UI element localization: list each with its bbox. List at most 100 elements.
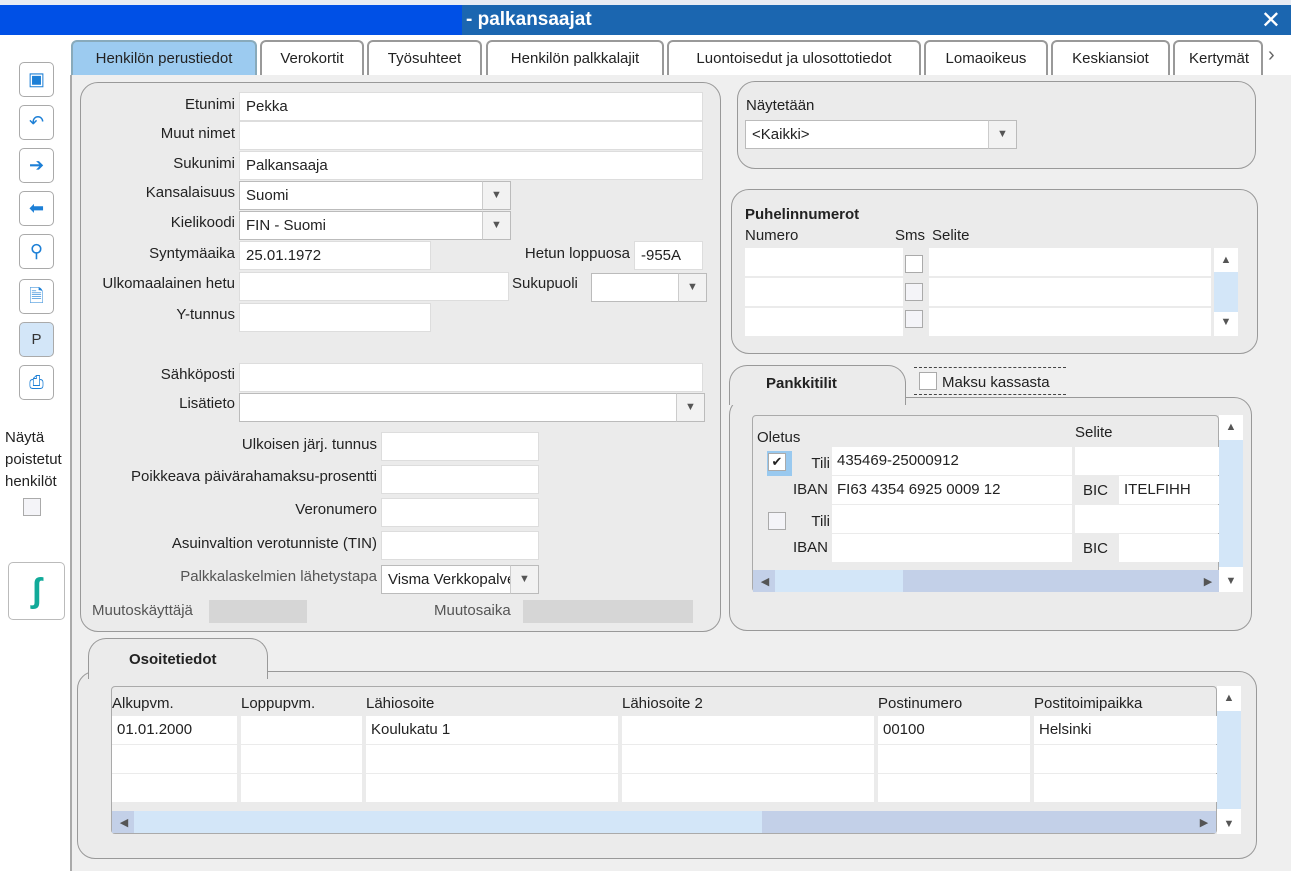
address-cell[interactable] [112, 774, 237, 802]
phone-number-cell[interactable] [745, 308, 903, 336]
tab-tyosuhteet[interactable]: Työsuhteet [367, 40, 482, 75]
address-cell[interactable] [622, 745, 874, 773]
tin-input[interactable] [381, 531, 539, 560]
sms-checkbox[interactable] [905, 255, 923, 273]
default-checkbox[interactable]: ✔ [768, 453, 786, 471]
chevron-down-icon[interactable]: ▼ [676, 393, 705, 422]
tab-verokortit[interactable]: Verokortit [260, 40, 364, 75]
address-cell[interactable] [622, 774, 874, 802]
new-document-icon[interactable]: 🗎 [19, 279, 54, 314]
scroll-up-icon[interactable]: ▲ [1225, 421, 1237, 433]
save-icon[interactable]: ▣ [19, 62, 54, 97]
scroll-down-icon[interactable]: ▼ [1225, 575, 1237, 587]
address-cell[interactable] [878, 774, 1030, 802]
scroll-right-icon[interactable]: ▶ [1203, 576, 1213, 588]
ulkoinen-tunnus-input[interactable] [381, 432, 539, 461]
chevron-right-icon[interactable]: › [1268, 44, 1275, 66]
scroll-down-icon[interactable]: ▼ [1220, 316, 1232, 328]
maksu-kassasta-checkbox[interactable] [919, 372, 937, 390]
tab-kertymat[interactable]: Kertymät [1173, 40, 1263, 75]
address-cell[interactable] [241, 745, 362, 773]
address-cell[interactable]: 01.01.2000 [112, 716, 237, 744]
sahkoposti-input[interactable] [239, 363, 703, 392]
chevron-down-icon[interactable]: ▼ [482, 211, 511, 240]
search-icon[interactable]: ⚲ [19, 234, 54, 269]
iban-input[interactable] [832, 534, 1072, 562]
scroll-up-icon[interactable]: ▲ [1223, 692, 1235, 704]
lisatieto-select[interactable] [239, 393, 676, 422]
bic-input[interactable]: ITELFIHH [1119, 476, 1219, 504]
address-hscrollbar[interactable] [112, 811, 1216, 833]
address-cell[interactable] [241, 716, 362, 744]
sms-checkbox[interactable] [905, 310, 923, 328]
scroll-up-icon[interactable]: ▲ [1220, 254, 1232, 266]
y-tunnus-input[interactable] [239, 303, 431, 332]
address-cell[interactable] [1034, 774, 1217, 802]
bank-hscrollbar[interactable] [753, 570, 1219, 592]
ulkomaalainen-hetu-input[interactable] [239, 272, 509, 301]
address-tab[interactable] [88, 638, 268, 679]
tab-lomaoikeus[interactable]: Lomaoikeus [924, 40, 1048, 75]
address-cell[interactable] [366, 745, 618, 773]
print-icon[interactable]: ⎙ [19, 365, 54, 400]
bic-input[interactable] [1119, 534, 1219, 562]
address-vscrollbar[interactable] [1217, 686, 1241, 834]
phone-selite-cell[interactable] [929, 248, 1211, 276]
kielikoodi-select[interactable]: FIN - Suomi [239, 211, 482, 240]
chevron-down-icon[interactable]: ▼ [988, 120, 1017, 149]
hetu-input[interactable]: -955A [634, 241, 703, 270]
address-cell[interactable] [112, 745, 237, 773]
syntymaaika-input[interactable]: 25.01.1972 [239, 241, 431, 270]
phone-selite-cell[interactable] [929, 278, 1211, 306]
scroll-left-icon[interactable]: ◀ [760, 576, 770, 588]
chevron-down-icon[interactable]: ▼ [482, 181, 511, 210]
bank-tab[interactable] [729, 365, 906, 405]
address-cell[interactable]: Helsinki [1034, 716, 1217, 744]
phone-number-cell[interactable] [745, 278, 903, 306]
poikkeava-input[interactable] [381, 465, 539, 494]
tili-input[interactable]: 435469-25000912 [832, 447, 1072, 475]
phone-selite-cell[interactable] [929, 308, 1211, 336]
show-deleted-checkbox[interactable] [23, 498, 41, 516]
scroll-down-icon[interactable]: ▼ [1223, 818, 1235, 830]
address-col-header: Lähiosoite 2 [622, 695, 703, 712]
previous-icon[interactable]: ⬅ [19, 191, 54, 226]
undo-icon[interactable]: ↶ [19, 105, 54, 140]
sukunimi-input[interactable]: Palkansaaja [239, 151, 703, 180]
scroll-right-icon[interactable]: ▶ [1199, 817, 1209, 829]
phones-scrollbar[interactable] [1214, 248, 1238, 336]
address-cell[interactable] [878, 745, 1030, 773]
address-cell[interactable] [241, 774, 362, 802]
default-checkbox[interactable] [768, 512, 786, 530]
veronumero-input[interactable] [381, 498, 539, 527]
address-cell[interactable] [622, 716, 874, 744]
lahetystapa-select[interactable]: Visma Verkkopalvelu [381, 565, 510, 594]
p-button[interactable]: P [19, 322, 54, 357]
selite-input[interactable] [1075, 447, 1219, 475]
selite-input[interactable] [1075, 505, 1219, 533]
address-cell[interactable] [1034, 745, 1217, 773]
next-icon[interactable]: ➔ [19, 148, 54, 183]
tab-henkilon-palkkalajit[interactable]: Henkilön palkkalajit [486, 40, 664, 75]
address-cell[interactable]: 00100 [878, 716, 1030, 744]
muut-nimet-input[interactable] [239, 121, 703, 150]
maksu-kassasta-toggle[interactable] [914, 367, 1066, 395]
chevron-down-icon[interactable]: ▼ [510, 565, 539, 594]
address-cell[interactable] [366, 774, 618, 802]
address-cell[interactable]: Koulukatu 1 [366, 716, 618, 744]
chevron-down-icon[interactable]: ▼ [678, 273, 707, 302]
scroll-left-icon[interactable]: ◀ [119, 817, 129, 829]
iban-input[interactable]: FI63 4354 6925 0009 12 [832, 476, 1072, 504]
phone-number-cell[interactable] [745, 248, 903, 276]
bank-vscrollbar[interactable] [1219, 415, 1243, 592]
tab-luontoisedut[interactable]: Luontoisedut ja ulosottotiedot [667, 40, 921, 75]
tab-keskiansiot[interactable]: Keskiansiot [1051, 40, 1170, 75]
etunimi-input[interactable]: Pekka [239, 92, 703, 121]
tab-henkilon-perustiedot[interactable]: Henkilön perustiedot [71, 40, 257, 75]
sukupuoli-select[interactable] [591, 273, 678, 302]
close-icon[interactable]: ✕ [1260, 7, 1281, 34]
sms-checkbox[interactable] [905, 283, 923, 301]
naytetaan-select[interactable]: <Kaikki> [745, 120, 988, 149]
kansalaisuus-select[interactable]: Suomi [239, 181, 482, 210]
tili-input[interactable] [832, 505, 1072, 533]
